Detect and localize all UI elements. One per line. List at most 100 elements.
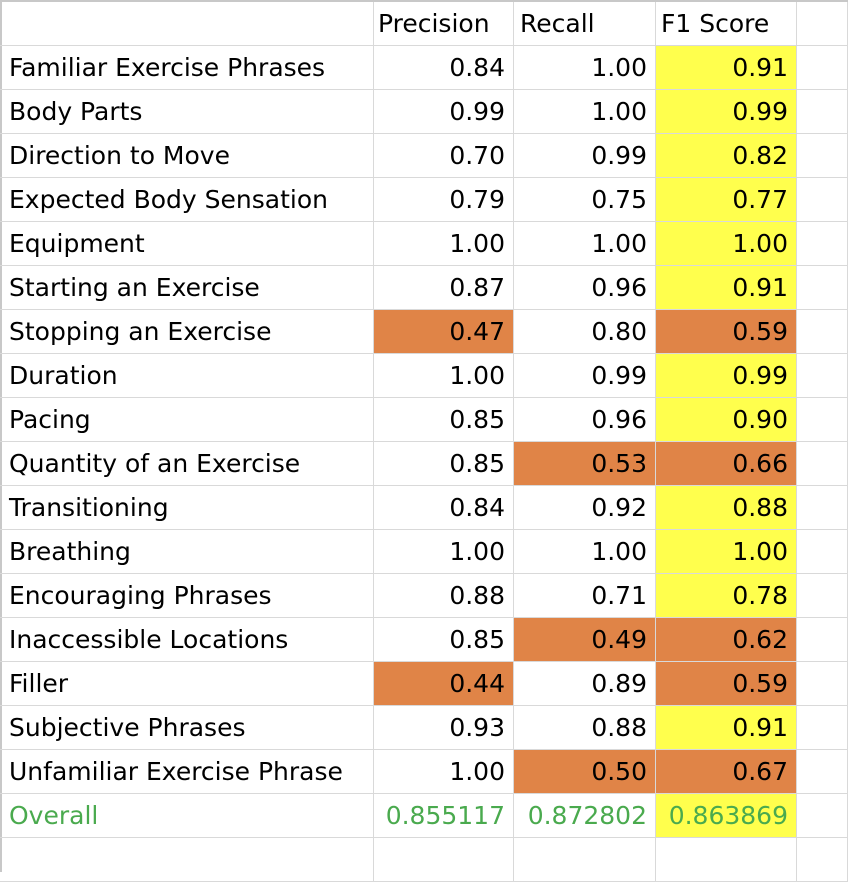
recall-cell[interactable]: 0.53 [514, 442, 656, 486]
empty-cell[interactable] [797, 662, 848, 706]
header-label-cell[interactable] [0, 2, 374, 46]
f1-score-cell[interactable]: 0.91 [656, 46, 797, 90]
empty-cell[interactable] [0, 838, 374, 882]
empty-cell[interactable] [514, 838, 656, 882]
recall-cell[interactable]: 0.50 [514, 750, 656, 794]
recall-cell[interactable]: 0.71 [514, 574, 656, 618]
recall-cell[interactable]: 0.96 [514, 266, 656, 310]
precision-cell[interactable]: 1.00 [374, 530, 514, 574]
empty-cell[interactable] [797, 794, 848, 838]
precision-cell[interactable]: 1.00 [374, 750, 514, 794]
precision-cell[interactable]: 0.70 [374, 134, 514, 178]
empty-cell[interactable] [797, 442, 848, 486]
f1-score-cell[interactable]: 0.62 [656, 618, 797, 662]
precision-cell[interactable]: 0.85 [374, 442, 514, 486]
precision-cell[interactable]: 0.84 [374, 486, 514, 530]
f1-score-cell[interactable]: 0.99 [656, 90, 797, 134]
f1-score-cell[interactable]: 0.78 [656, 574, 797, 618]
category-label-cell[interactable]: Expected Body Sensation [0, 178, 374, 222]
recall-cell[interactable]: 1.00 [514, 530, 656, 574]
precision-cell[interactable]: 0.79 [374, 178, 514, 222]
overall-label-cell[interactable]: Overall [0, 794, 374, 838]
empty-cell[interactable] [797, 486, 848, 530]
header-precision-cell[interactable]: Precision [374, 2, 514, 46]
empty-cell[interactable] [797, 398, 848, 442]
category-label-cell[interactable]: Filler [0, 662, 374, 706]
empty-cell[interactable] [374, 838, 514, 882]
empty-cell[interactable] [797, 838, 848, 882]
empty-cell[interactable] [797, 618, 848, 662]
f1-score-cell[interactable]: 0.91 [656, 706, 797, 750]
precision-cell[interactable]: 1.00 [374, 354, 514, 398]
f1-score-cell[interactable]: 0.99 [656, 354, 797, 398]
f1-score-cell[interactable]: 1.00 [656, 530, 797, 574]
f1-score-cell[interactable]: 0.91 [656, 266, 797, 310]
f1-score-cell[interactable]: 0.66 [656, 442, 797, 486]
empty-cell[interactable] [797, 46, 848, 90]
empty-cell[interactable] [797, 354, 848, 398]
category-label-cell[interactable]: Starting an Exercise [0, 266, 374, 310]
category-label-cell[interactable]: Familiar Exercise Phrases [0, 46, 374, 90]
recall-cell[interactable]: 1.00 [514, 222, 656, 266]
precision-cell[interactable]: 0.99 [374, 90, 514, 134]
f1-score-cell[interactable]: 0.88 [656, 486, 797, 530]
category-label-cell[interactable]: Body Parts [0, 90, 374, 134]
recall-cell[interactable]: 0.92 [514, 486, 656, 530]
header-f1-cell[interactable]: F1 Score [656, 2, 797, 46]
recall-cell[interactable]: 0.99 [514, 134, 656, 178]
precision-cell[interactable]: 0.84 [374, 46, 514, 90]
precision-cell[interactable]: 0.93 [374, 706, 514, 750]
empty-cell[interactable] [797, 750, 848, 794]
empty-cell[interactable] [797, 2, 848, 46]
category-label-cell[interactable]: Breathing [0, 530, 374, 574]
overall-precision-cell[interactable]: 0.855117 [374, 794, 514, 838]
recall-cell[interactable]: 0.89 [514, 662, 656, 706]
empty-cell[interactable] [797, 574, 848, 618]
f1-score-cell[interactable]: 0.59 [656, 310, 797, 354]
f1-score-cell[interactable]: 0.59 [656, 662, 797, 706]
precision-cell[interactable]: 0.47 [374, 310, 514, 354]
precision-cell[interactable]: 0.85 [374, 618, 514, 662]
f1-score-cell[interactable]: 0.90 [656, 398, 797, 442]
header-recall-cell[interactable]: Recall [514, 2, 656, 46]
recall-cell[interactable]: 0.80 [514, 310, 656, 354]
empty-cell[interactable] [797, 266, 848, 310]
recall-cell[interactable]: 0.88 [514, 706, 656, 750]
empty-cell[interactable] [797, 310, 848, 354]
category-label-cell[interactable]: Unfamiliar Exercise Phrase [0, 750, 374, 794]
precision-cell[interactable]: 0.88 [374, 574, 514, 618]
recall-cell[interactable]: 0.96 [514, 398, 656, 442]
category-label-cell[interactable]: Subjective Phrases [0, 706, 374, 750]
f1-score-cell[interactable]: 1.00 [656, 222, 797, 266]
category-label-cell[interactable]: Encouraging Phrases [0, 574, 374, 618]
recall-cell[interactable]: 0.49 [514, 618, 656, 662]
overall-f1-cell[interactable]: 0.863869 [656, 794, 797, 838]
recall-cell[interactable]: 1.00 [514, 90, 656, 134]
category-label-cell[interactable]: Pacing [0, 398, 374, 442]
category-label-cell[interactable]: Inaccessible Locations [0, 618, 374, 662]
f1-score-cell[interactable]: 0.82 [656, 134, 797, 178]
recall-cell[interactable]: 1.00 [514, 46, 656, 90]
overall-recall-cell[interactable]: 0.872802 [514, 794, 656, 838]
category-label-cell[interactable]: Stopping an Exercise [0, 310, 374, 354]
precision-cell[interactable]: 0.85 [374, 398, 514, 442]
precision-cell[interactable]: 1.00 [374, 222, 514, 266]
empty-cell[interactable] [656, 838, 797, 882]
empty-cell[interactable] [797, 530, 848, 574]
empty-cell[interactable] [797, 134, 848, 178]
recall-cell[interactable]: 0.75 [514, 178, 656, 222]
empty-cell[interactable] [797, 178, 848, 222]
precision-cell[interactable]: 0.87 [374, 266, 514, 310]
category-label-cell[interactable]: Quantity of an Exercise [0, 442, 374, 486]
empty-cell[interactable] [797, 706, 848, 750]
precision-cell[interactable]: 0.44 [374, 662, 514, 706]
empty-cell[interactable] [797, 222, 848, 266]
empty-cell[interactable] [797, 90, 848, 134]
category-label-cell[interactable]: Direction to Move [0, 134, 374, 178]
f1-score-cell[interactable]: 0.77 [656, 178, 797, 222]
category-label-cell[interactable]: Equipment [0, 222, 374, 266]
category-label-cell[interactable]: Duration [0, 354, 374, 398]
category-label-cell[interactable]: Transitioning [0, 486, 374, 530]
recall-cell[interactable]: 0.99 [514, 354, 656, 398]
f1-score-cell[interactable]: 0.67 [656, 750, 797, 794]
